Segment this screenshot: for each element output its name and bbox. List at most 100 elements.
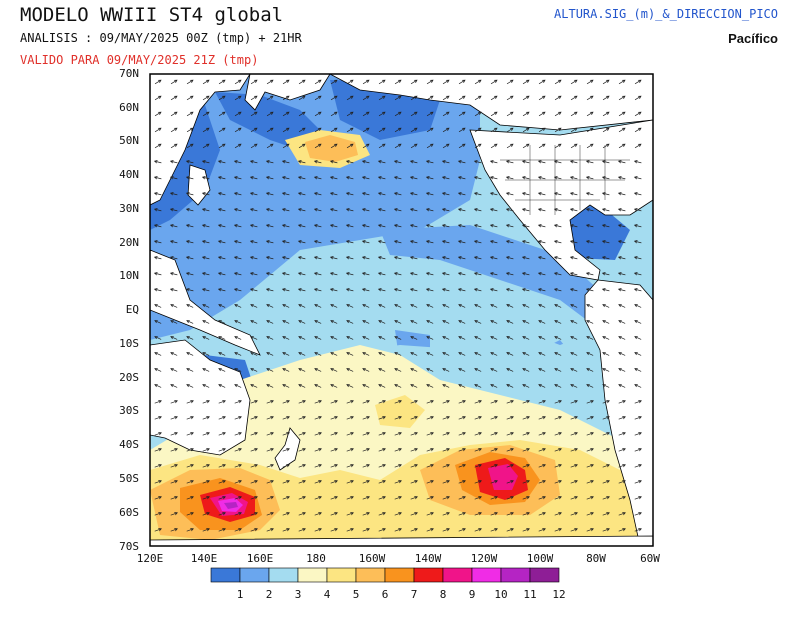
direction-arrow: [282, 496, 290, 500]
longitude-axis: 120E 140E 160E 180 160W 140W 120W 100W 8…: [137, 552, 661, 565]
direction-arrow: [185, 208, 194, 212]
direction-arrow: [330, 95, 338, 101]
direction-arrow: [394, 95, 402, 101]
direction-arrow: [490, 303, 498, 308]
map-title: MODELO WWIII ST4 global: [20, 4, 284, 26]
direction-arrow: [586, 351, 594, 356]
direction-arrow: [233, 160, 242, 164]
direction-arrow: [218, 351, 226, 356]
direction-arrow: [474, 351, 482, 356]
direction-arrow: [602, 351, 610, 356]
direction-arrow: [362, 383, 370, 388]
direction-arrow: [410, 416, 418, 420]
direction-arrow: [217, 272, 226, 276]
direction-arrow: [313, 240, 322, 244]
direction-arrow: [361, 208, 370, 212]
direction-arrow: [154, 480, 162, 484]
direction-arrow: [346, 400, 354, 404]
direction-arrow: [458, 528, 466, 532]
direction-arrow: [233, 288, 242, 292]
direction-arrow: [474, 79, 482, 85]
direction-arrow: [201, 240, 210, 244]
direction-arrow: [442, 400, 450, 404]
direction-arrow: [298, 432, 306, 436]
direction-arrow: [202, 448, 210, 452]
direction-arrow: [265, 192, 274, 196]
direction-arrow: [458, 464, 466, 468]
direction-arrow: [585, 256, 594, 260]
legend-label: 5: [353, 588, 360, 601]
direction-arrow: [490, 127, 498, 133]
direction-arrow: [394, 448, 402, 452]
direction-arrow: [266, 432, 274, 436]
direction-arrow: [394, 367, 402, 372]
lat-label: 30S: [119, 404, 139, 417]
direction-arrow: [585, 272, 594, 276]
direction-arrow: [457, 176, 466, 180]
direction-arrow: [426, 143, 434, 149]
direction-arrow: [601, 288, 610, 292]
direction-arrow: [570, 95, 578, 101]
direction-arrow: [441, 240, 450, 244]
direction-arrow: [554, 383, 562, 388]
direction-arrow: [473, 208, 482, 212]
direction-arrow: [281, 224, 290, 228]
direction-arrow: [218, 383, 226, 388]
direction-arrow: [233, 176, 242, 180]
direction-arrow: [538, 416, 546, 420]
direction-arrow: [346, 448, 354, 452]
direction-arrow: [570, 319, 578, 324]
direction-arrow: [362, 319, 370, 324]
direction-arrow: [346, 351, 354, 356]
direction-arrow: [249, 176, 258, 180]
direction-arrow: [426, 416, 434, 420]
direction-arrow: [377, 176, 386, 180]
direction-arrow: [585, 288, 594, 292]
direction-arrow: [218, 367, 226, 372]
direction-arrow: [474, 367, 482, 372]
direction-arrow: [202, 319, 210, 324]
direction-arrow: [618, 480, 626, 484]
direction-arrow: [634, 143, 642, 149]
direction-arrow: [586, 111, 594, 117]
direction-arrow: [314, 448, 322, 452]
direction-arrow: [377, 256, 386, 260]
direction-arrow: [425, 288, 434, 292]
direction-arrow: [346, 335, 354, 340]
direction-arrow: [410, 383, 418, 388]
direction-arrow: [218, 416, 226, 420]
direction-arrow: [186, 480, 194, 484]
direction-arrow: [458, 95, 466, 101]
legend-swatch: [355, 567, 386, 583]
direction-arrow: [538, 383, 546, 388]
lat-label: 60S: [119, 506, 139, 519]
direction-arrow: [618, 111, 626, 117]
direction-arrow: [473, 272, 482, 276]
direction-arrow: [346, 127, 354, 133]
direction-arrow: [217, 160, 226, 164]
direction-arrow: [154, 111, 162, 117]
lat-label: 20N: [119, 236, 139, 249]
direction-arrow: [410, 351, 418, 356]
direction-arrow: [586, 416, 594, 420]
direction-arrow: [250, 496, 258, 500]
direction-arrow: [249, 160, 258, 164]
direction-arrow: [330, 79, 338, 85]
direction-arrow: [586, 303, 594, 308]
direction-arrow: [154, 400, 162, 404]
direction-arrow: [522, 432, 530, 436]
direction-arrow: [250, 400, 258, 404]
direction-arrow: [506, 464, 514, 468]
direction-arrow: [409, 256, 418, 260]
direction-arrow: [362, 95, 370, 101]
map-plot-area: [150, 74, 653, 546]
direction-arrow: [218, 400, 226, 404]
land-maritime-asia: [150, 249, 261, 356]
direction-arrow: [298, 127, 306, 133]
direction-arrow: [426, 79, 434, 85]
direction-arrow: [297, 256, 306, 260]
direction-arrow: [394, 512, 402, 516]
direction-arrow: [281, 288, 290, 292]
direction-arrow: [633, 160, 642, 164]
direction-arrow: [330, 432, 338, 436]
